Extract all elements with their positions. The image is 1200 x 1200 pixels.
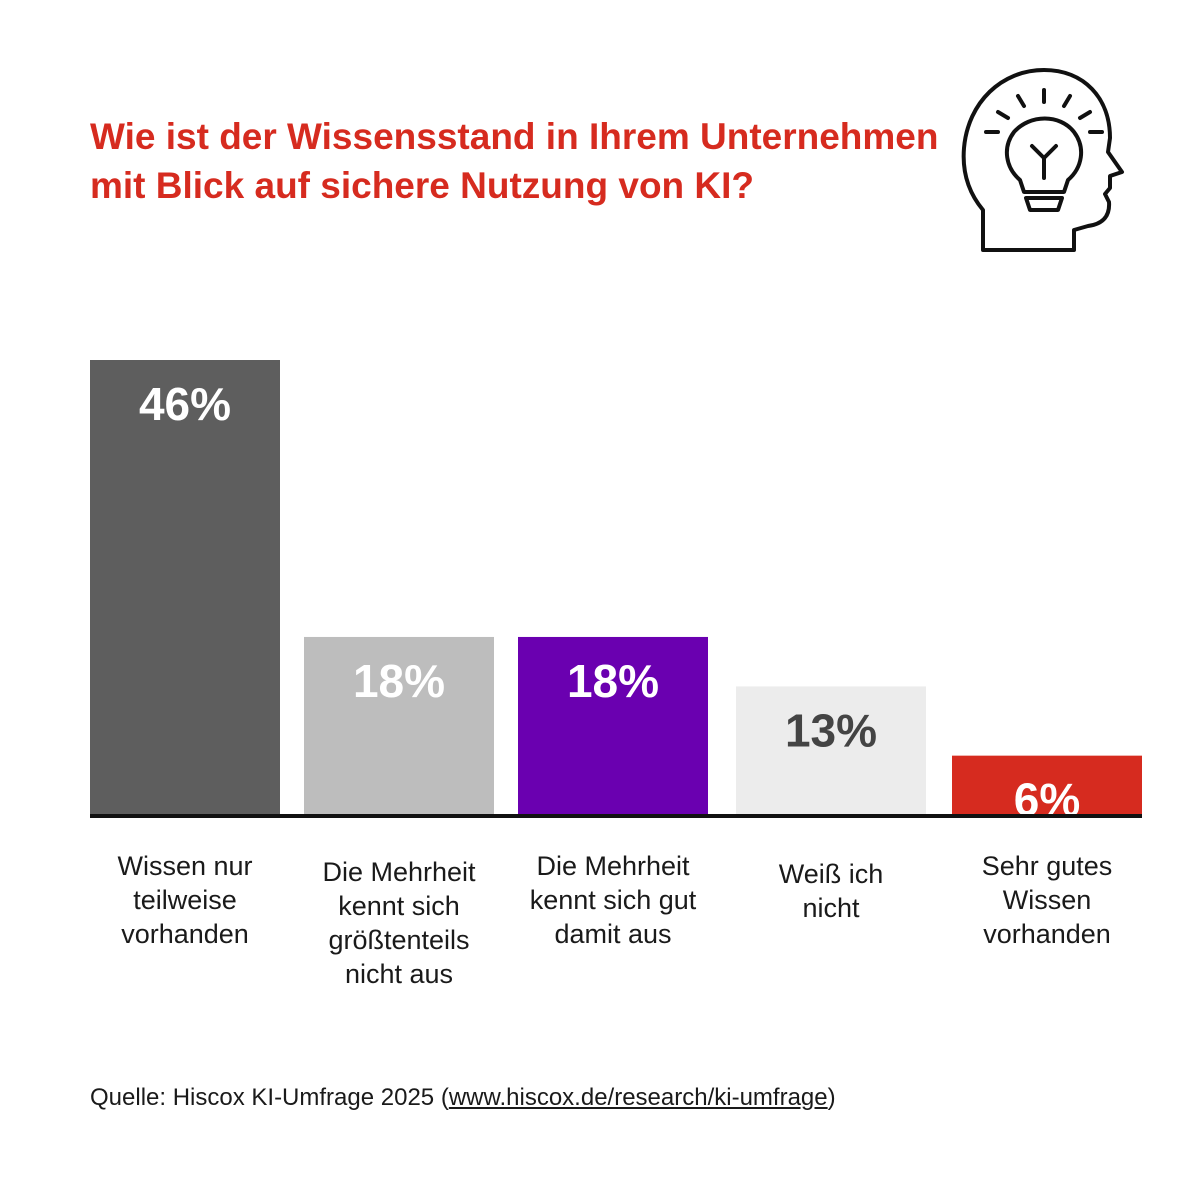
source-link[interactable]: www.hiscox.de/research/ki-umfrage [448, 1084, 828, 1111]
source-prefix: Quelle: Hiscox KI-Umfrage 2025 ( [90, 1084, 449, 1111]
value-label-4: 13% [785, 704, 877, 756]
head-lightbulb-icon [960, 60, 1130, 260]
source-suffix: ) [827, 1084, 836, 1111]
value-label-3: 18% [567, 655, 659, 707]
category-label-1: Wissen nur teilweise vorhanden [117, 851, 253, 949]
category-label-4: Weiß ich nicht [778, 859, 884, 923]
bar-2 [304, 636, 494, 815]
value-label-1: 46% [139, 378, 231, 430]
value-label-2: 18% [353, 655, 445, 707]
bar-5 [952, 755, 1142, 815]
bar-1 [90, 360, 280, 815]
category-label-5: Sehr gutes Wissen vorhanden [981, 851, 1113, 949]
category-label-2: Die Mehrheit kennt sich größtenteils nic… [322, 857, 476, 989]
category-label-3: Die Mehrheit kennt sich gut damit aus [529, 851, 697, 949]
source-note: Quelle: Hiscox KI-Umfrage 2025 (www.hisc… [90, 1084, 836, 1112]
bar-3 [518, 636, 708, 815]
chart-title: Wie ist der Wissensstand in Ihrem Untern… [90, 116, 939, 206]
bar-4 [736, 686, 926, 815]
